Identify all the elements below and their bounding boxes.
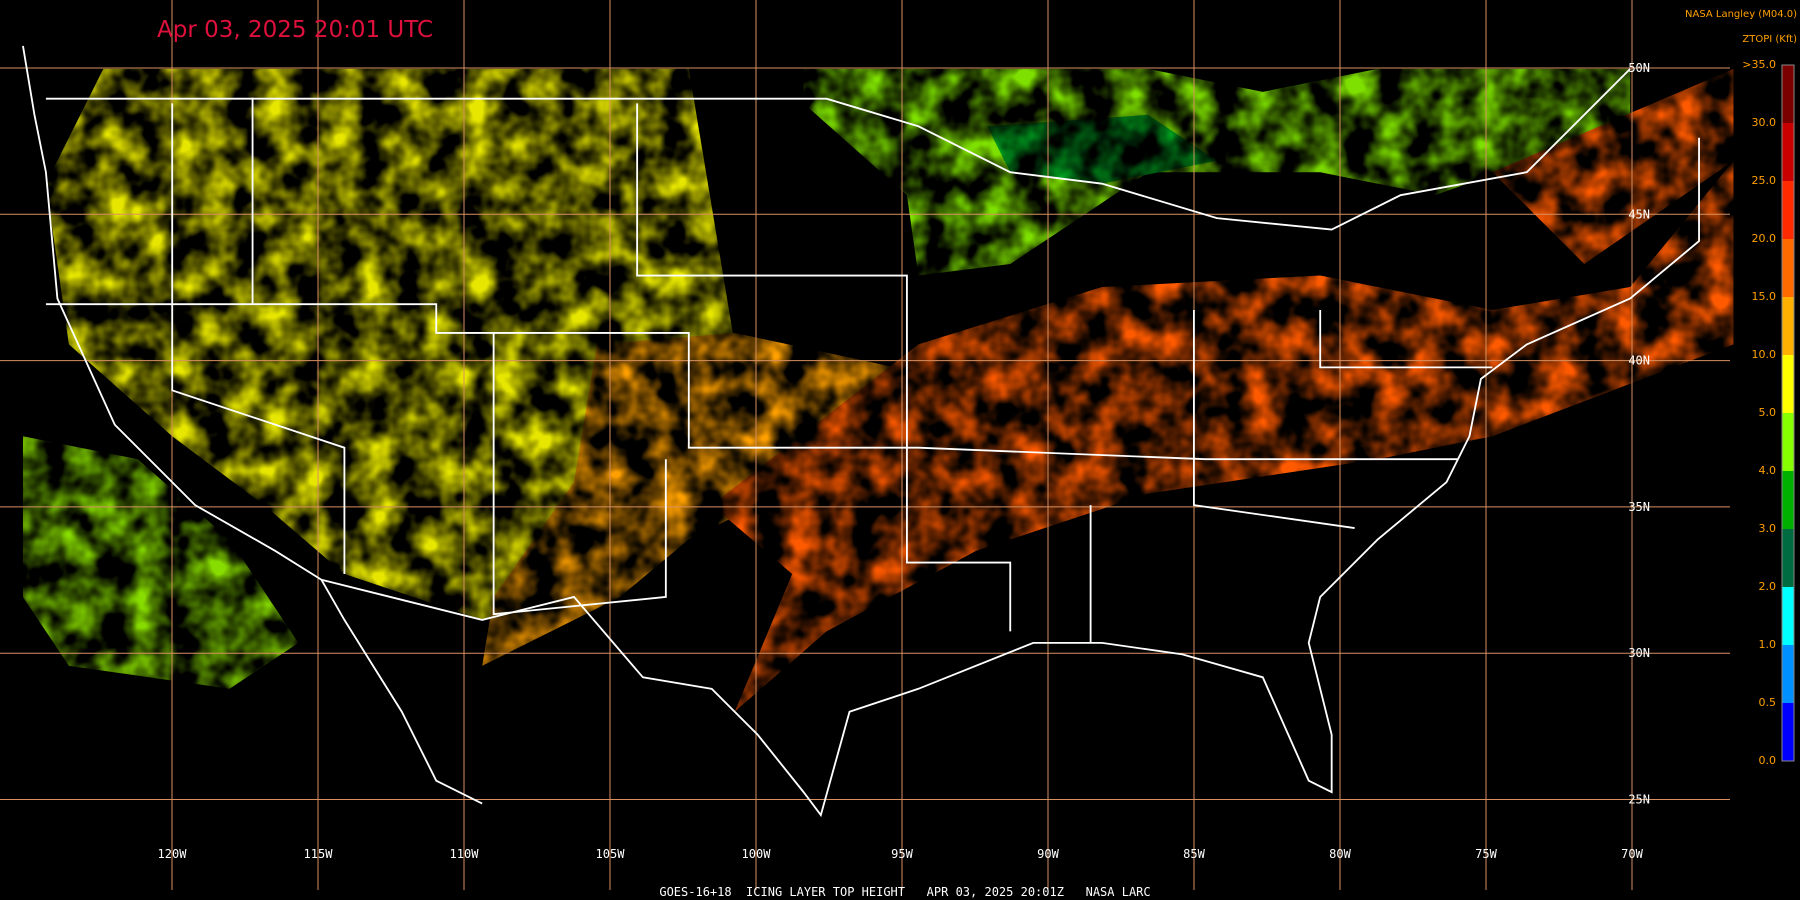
timestamp-title: Apr 03, 2025 20:01 UTC [157, 17, 433, 43]
latitude-label: 30N [1628, 646, 1650, 660]
colorbar-label: >35.0 [1742, 58, 1776, 71]
state-line [171, 103, 346, 575]
cloud-field [22, 436, 299, 689]
colorbar-label: 10.0 [1752, 348, 1777, 361]
colorbar-segment [1782, 471, 1794, 529]
footer-caption: GOES-16+18 ICING LAYER TOP HEIGHT APR 03… [659, 885, 1150, 899]
coastline [321, 137, 1700, 818]
cloud-fields [22, 68, 1734, 712]
border [45, 68, 1631, 231]
state-line [492, 332, 667, 616]
coastline [22, 45, 483, 805]
latitude-label: 40N [1628, 354, 1650, 368]
cloud-field [482, 332, 896, 666]
latitude-label: 35N [1628, 500, 1650, 514]
colorbar-segment [1782, 587, 1794, 645]
longitude-label: 110W [450, 847, 480, 861]
colorbar-segment [1782, 645, 1794, 703]
cloud-field [45, 68, 735, 620]
colorbar-label: 3.0 [1759, 522, 1777, 535]
colorbar-frame [1781, 64, 1795, 762]
colorbar-label: 20.0 [1752, 232, 1777, 245]
state-line [1193, 309, 1355, 529]
colorbar-label: 4.0 [1759, 464, 1777, 477]
boundaries [22, 45, 1700, 818]
units-label: ZTOPI (Kft) [1742, 34, 1797, 45]
cloud-field [987, 114, 1217, 184]
colorbar-segment [1782, 297, 1794, 355]
longitude-label: 70W [1621, 847, 1643, 861]
colorbar-label: 2.0 [1759, 580, 1777, 593]
cloud-layer [22, 68, 1734, 712]
longitude-label: 115W [304, 847, 334, 861]
colorbar-label: 0.5 [1759, 696, 1777, 709]
colorbar-segment [1782, 529, 1794, 587]
colorbar-segment [1782, 65, 1794, 123]
longitude-label: 85W [1183, 847, 1205, 861]
longitude-label: 90W [1037, 847, 1059, 861]
cloud-field [1492, 68, 1734, 265]
colorbar-label: 1.0 [1759, 638, 1777, 651]
colorbar-segment [1782, 239, 1794, 297]
latitude-label: 25N [1628, 793, 1650, 807]
colorbar-segment [1782, 181, 1794, 239]
cloud-field [711, 160, 1734, 712]
longitude-label: 105W [596, 847, 626, 861]
state-line [636, 103, 1012, 632]
state-line [1319, 309, 1493, 369]
colorbar-segment [1782, 413, 1794, 471]
colorbar-segment [1782, 355, 1794, 413]
latitude-label: 50N [1628, 61, 1650, 75]
cloud-field [803, 68, 1631, 276]
colorbar-label: 15.0 [1752, 290, 1777, 303]
graticule [0, 0, 1730, 890]
source-label: NASA Langley (M04.0) [1685, 9, 1797, 20]
colorbar-segment [1782, 123, 1794, 181]
latitude-label: 45N [1628, 207, 1650, 221]
longitude-label: 75W [1475, 847, 1497, 861]
colorbar-segment [1782, 703, 1794, 761]
state-line [45, 303, 1458, 461]
longitude-label: 80W [1329, 847, 1351, 861]
longitude-label: 100W [742, 847, 772, 861]
colorbar-label: 0.0 [1759, 754, 1777, 767]
colorbar-label: 25.0 [1752, 174, 1777, 187]
colorbar-label: 5.0 [1759, 406, 1777, 419]
colorbar: >35.0 30.0 25.0 20.0 15.0 10.0 5.0 4.0 3.0 2.0 1.0… [1742, 58, 1795, 767]
longitude-label: 120W [158, 847, 188, 861]
colorbar-label: 30.0 [1752, 116, 1777, 129]
longitude-label: 95W [891, 847, 913, 861]
